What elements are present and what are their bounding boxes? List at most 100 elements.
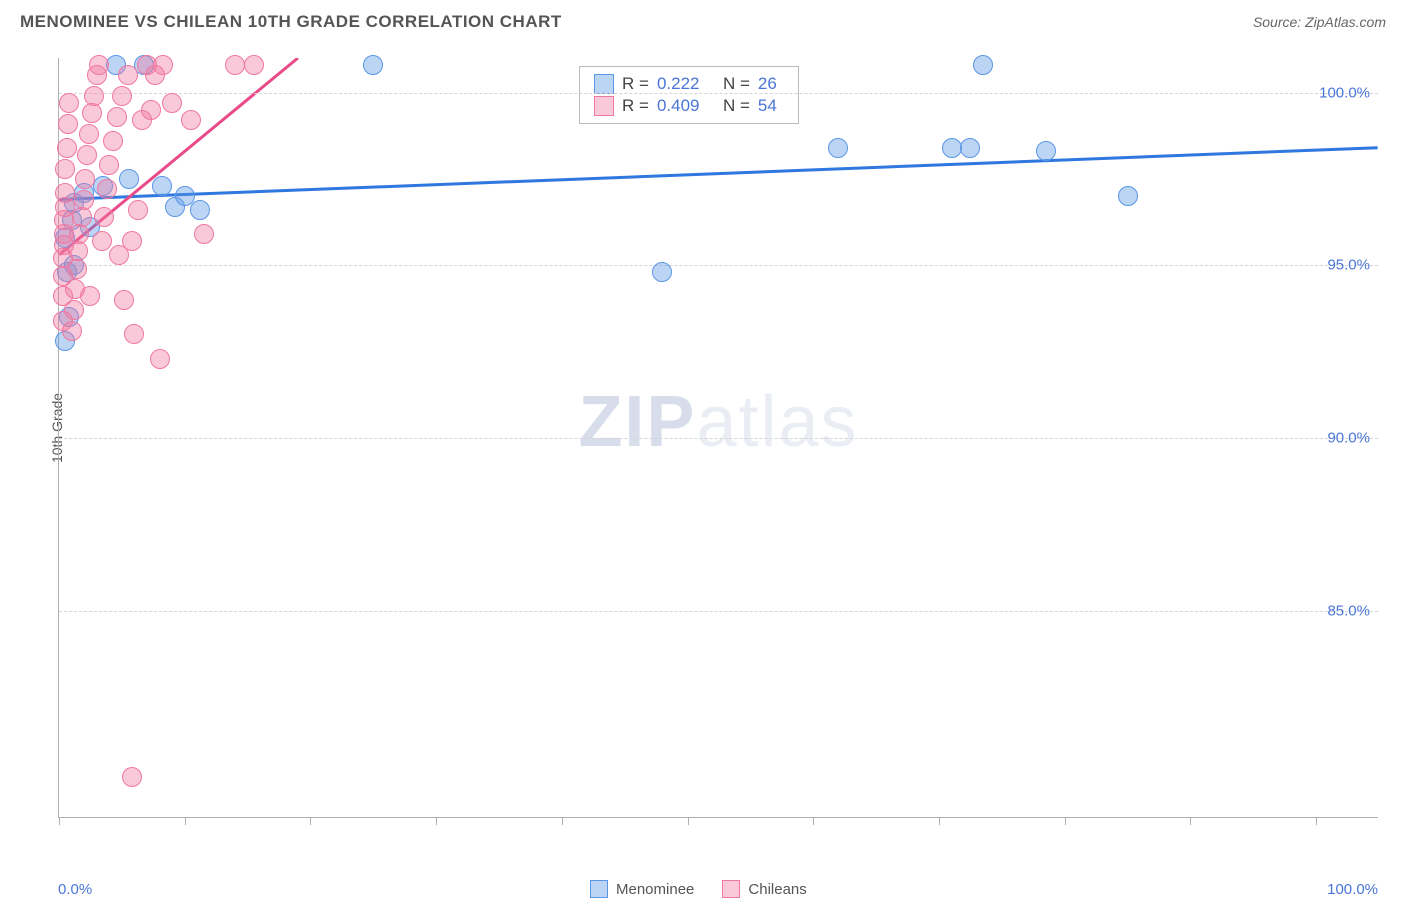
data-point <box>62 321 82 341</box>
data-point <box>55 183 75 203</box>
series-legend: Menominee Chileans <box>590 880 807 898</box>
trend-line <box>59 148 1377 200</box>
watermark-bold: ZIP <box>578 382 696 462</box>
legend-swatch <box>594 96 614 116</box>
data-point <box>124 324 144 344</box>
data-point <box>69 224 89 244</box>
x-tick <box>562 817 563 825</box>
source-attribution: Source: ZipAtlas.com <box>1253 14 1386 30</box>
y-tick-label: 100.0% <box>1319 84 1370 101</box>
data-point <box>828 138 848 158</box>
correlation-legend: R = 0.222 N = 26 R = 0.409 N = 54 <box>579 66 799 124</box>
legend-label: Menominee <box>616 881 694 898</box>
data-point <box>152 176 172 196</box>
data-point <box>114 290 134 310</box>
data-point <box>1118 186 1138 206</box>
data-point <box>75 169 95 189</box>
x-tick <box>59 817 60 825</box>
data-point <box>79 124 99 144</box>
watermark-light: atlas <box>696 382 858 462</box>
data-point <box>960 138 980 158</box>
data-point <box>64 300 84 320</box>
data-point <box>97 179 117 199</box>
data-point <box>973 55 993 75</box>
y-gridline <box>59 611 1378 612</box>
data-point <box>58 114 78 134</box>
legend-n-label: N = <box>723 74 750 94</box>
chart-header: MENOMINEE VS CHILEAN 10TH GRADE CORRELAT… <box>0 0 1406 38</box>
y-tick-label: 95.0% <box>1327 257 1370 274</box>
legend-row: R = 0.409 N = 54 <box>594 95 784 117</box>
x-tick <box>1065 817 1066 825</box>
legend-label: Chileans <box>748 881 806 898</box>
data-point <box>181 110 201 130</box>
data-point <box>363 55 383 75</box>
data-point <box>103 131 123 151</box>
data-point <box>153 55 173 75</box>
x-tick <box>813 817 814 825</box>
data-point <box>68 241 88 261</box>
x-tick <box>185 817 186 825</box>
data-point <box>77 145 97 165</box>
legend-n-value: 26 <box>758 74 784 94</box>
x-tick <box>1316 817 1317 825</box>
legend-r-value: 0.409 <box>657 96 715 116</box>
y-gridline <box>59 93 1378 94</box>
data-point <box>74 190 94 210</box>
data-point <box>80 286 100 306</box>
legend-swatch <box>594 74 614 94</box>
data-point <box>84 86 104 106</box>
data-point <box>150 349 170 369</box>
data-point <box>119 169 139 189</box>
x-axis-max-label: 100.0% <box>1327 881 1378 898</box>
x-tick <box>688 817 689 825</box>
data-point <box>109 245 129 265</box>
x-tick <box>436 817 437 825</box>
data-point <box>59 93 79 113</box>
y-tick-label: 90.0% <box>1327 430 1370 447</box>
legend-r-value: 0.222 <box>657 74 715 94</box>
data-point <box>942 138 962 158</box>
data-point <box>112 86 132 106</box>
data-point <box>57 138 77 158</box>
data-point <box>107 107 127 127</box>
data-point <box>67 259 87 279</box>
data-point <box>55 159 75 179</box>
data-point <box>1036 141 1056 161</box>
data-point <box>141 100 161 120</box>
data-point <box>99 155 119 175</box>
watermark: ZIPatlas <box>578 381 858 463</box>
data-point <box>190 200 210 220</box>
x-tick <box>310 817 311 825</box>
data-point <box>94 207 114 227</box>
y-gridline <box>59 438 1378 439</box>
x-axis-min-label: 0.0% <box>58 881 92 898</box>
scatter-chart: 10th Grade ZIPatlas R =0.222N =26R =0.40… <box>50 50 1386 870</box>
chart-title: MENOMINEE VS CHILEAN 10TH GRADE CORRELAT… <box>20 12 562 32</box>
legend-swatch <box>722 880 740 898</box>
plot-area: ZIPatlas R = 0.222 N = 26 R = 0.409 N = 54 100.… <box>58 58 1378 818</box>
data-point <box>92 231 112 251</box>
data-point <box>122 767 142 787</box>
data-point <box>162 93 182 113</box>
data-point <box>89 55 109 75</box>
y-gridline <box>59 265 1378 266</box>
x-tick <box>939 817 940 825</box>
data-point <box>225 55 245 75</box>
data-point <box>244 55 264 75</box>
legend-item: Chileans <box>722 880 806 898</box>
legend-r-label: R = <box>622 96 649 116</box>
legend-r-label: R = <box>622 74 649 94</box>
data-point <box>72 207 92 227</box>
y-tick-label: 85.0% <box>1327 602 1370 619</box>
x-tick <box>1190 817 1191 825</box>
data-point <box>82 103 102 123</box>
data-point <box>118 65 138 85</box>
legend-swatch <box>590 880 608 898</box>
legend-n-value: 54 <box>758 96 784 116</box>
data-point <box>194 224 214 244</box>
data-point <box>128 200 148 220</box>
legend-n-label: N = <box>723 96 750 116</box>
legend-item: Menominee <box>590 880 694 898</box>
data-point <box>652 262 672 282</box>
